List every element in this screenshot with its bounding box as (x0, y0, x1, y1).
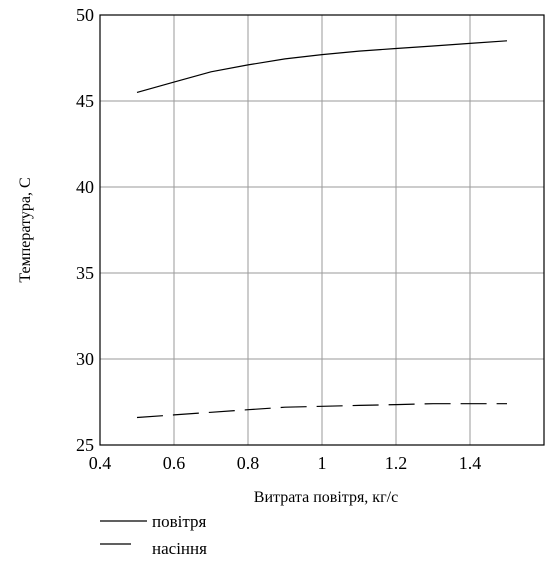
y-axis-label: Температура, С (17, 177, 34, 282)
y-tick-label: 50 (76, 5, 94, 25)
series-lines (136, 40, 508, 419)
x-tick-label: 0.4 (89, 453, 112, 473)
y-tick-label: 45 (76, 91, 94, 111)
legend: повітря насіння (100, 512, 207, 558)
x-axis-ticks: 0.4 0.6 0.8 1 1.2 1.4 (89, 453, 482, 473)
series-line-насіння (136, 403, 507, 419)
x-tick-label: 0.8 (237, 453, 260, 473)
plot-frame (99, 14, 545, 446)
x-tick-label: 1.2 (385, 453, 408, 473)
x-tick-label: 1.4 (459, 453, 482, 473)
y-tick-label: 25 (76, 435, 94, 455)
x-axis-label: Витрата повітря, кг/с (254, 489, 398, 506)
x-tick-label: 1 (318, 453, 327, 473)
x-tick-label: 0.6 (163, 453, 186, 473)
grid (99, 14, 544, 446)
series-line-повітря (136, 40, 508, 93)
legend-label-повітря: повітря (152, 512, 206, 531)
y-axis-ticks: 25 30 35 40 45 50 (76, 5, 94, 455)
y-tick-label: 40 (76, 177, 94, 197)
legend-label-насіння: насіння (152, 539, 207, 558)
y-tick-label: 35 (76, 263, 94, 283)
y-tick-label: 30 (76, 349, 94, 369)
